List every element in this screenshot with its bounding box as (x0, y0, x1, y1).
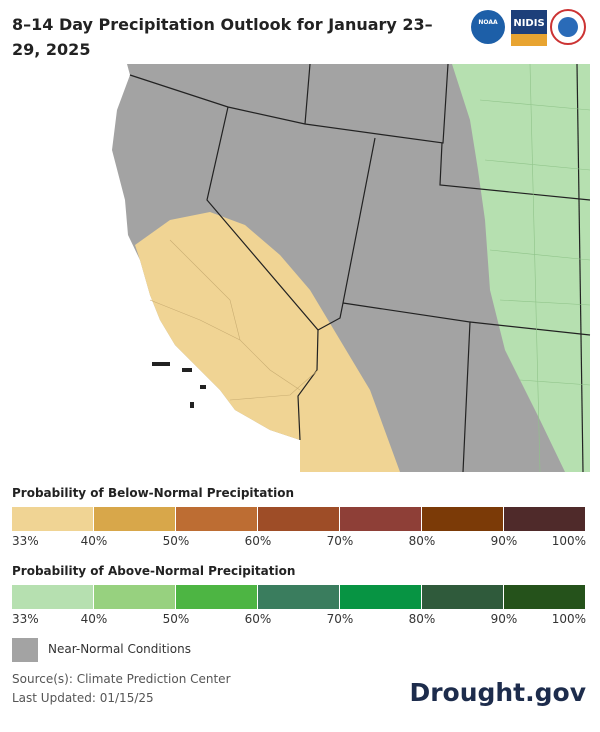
legend-label: 40% (80, 534, 108, 548)
legend-title: Probability of Above-Normal Precipitatio… (12, 564, 296, 578)
legend-label: 100% (551, 534, 586, 548)
near-normal-swatch (12, 638, 38, 662)
legend-label: 90% (490, 612, 518, 626)
legend-label: 50% (162, 612, 190, 626)
legend-title: Probability of Below-Normal Precipitatio… (12, 486, 295, 500)
legend-swatch (176, 585, 258, 609)
legend-swatch (94, 507, 176, 531)
county-borders (149, 239, 319, 401)
legend-label: 33% (12, 612, 39, 626)
legend-bar (12, 585, 586, 609)
legend-swatch (258, 507, 340, 531)
legend-swatch (94, 585, 176, 609)
legend-bar (12, 507, 586, 531)
above-normal-area (452, 64, 590, 472)
legend-label: 90% (490, 534, 518, 548)
legend-label: 33% (12, 534, 39, 548)
updated: Last Updated: 01/15/25 (12, 691, 154, 705)
green-county-borders (479, 64, 591, 472)
below-normal-area (135, 212, 400, 472)
nws-inner (558, 17, 578, 37)
legend-swatch (422, 507, 504, 531)
legend-swatch (422, 585, 504, 609)
nidis-band (511, 34, 547, 46)
state-borders (129, 64, 591, 472)
legend-label: 70% (326, 534, 354, 548)
legend-swatch (176, 507, 258, 531)
near-normal-label: Near-Normal Conditions (48, 642, 191, 656)
legend-label: 50% (162, 534, 190, 548)
legend-swatch (258, 585, 340, 609)
noaa-logo (471, 10, 505, 44)
map (112, 64, 591, 472)
legend-swatch (12, 585, 94, 609)
legend-label: 100% (551, 612, 586, 626)
legend-label: 70% (326, 612, 354, 626)
nidis-text: NIDIS (513, 18, 544, 29)
source: Source(s): Climate Prediction Center (12, 672, 231, 686)
islands (152, 362, 206, 408)
legend-swatch (504, 507, 586, 531)
title: 8–14 Day Precipitation Outlook for Janua… (12, 15, 433, 59)
noaa-text: NOAA (478, 19, 498, 26)
logos: NOAA NIDIS (471, 9, 586, 46)
legend-swatch (340, 507, 422, 531)
legend-swatch (340, 585, 422, 609)
legend-label: 80% (408, 534, 436, 548)
legend-label: 40% (80, 612, 108, 626)
brand: Drought.gov (409, 678, 586, 707)
legend-label: 80% (408, 612, 436, 626)
legend-label: 60% (244, 612, 272, 626)
legend-swatch (504, 585, 586, 609)
legend-label: 60% (244, 534, 272, 548)
legend-swatch (12, 507, 94, 531)
